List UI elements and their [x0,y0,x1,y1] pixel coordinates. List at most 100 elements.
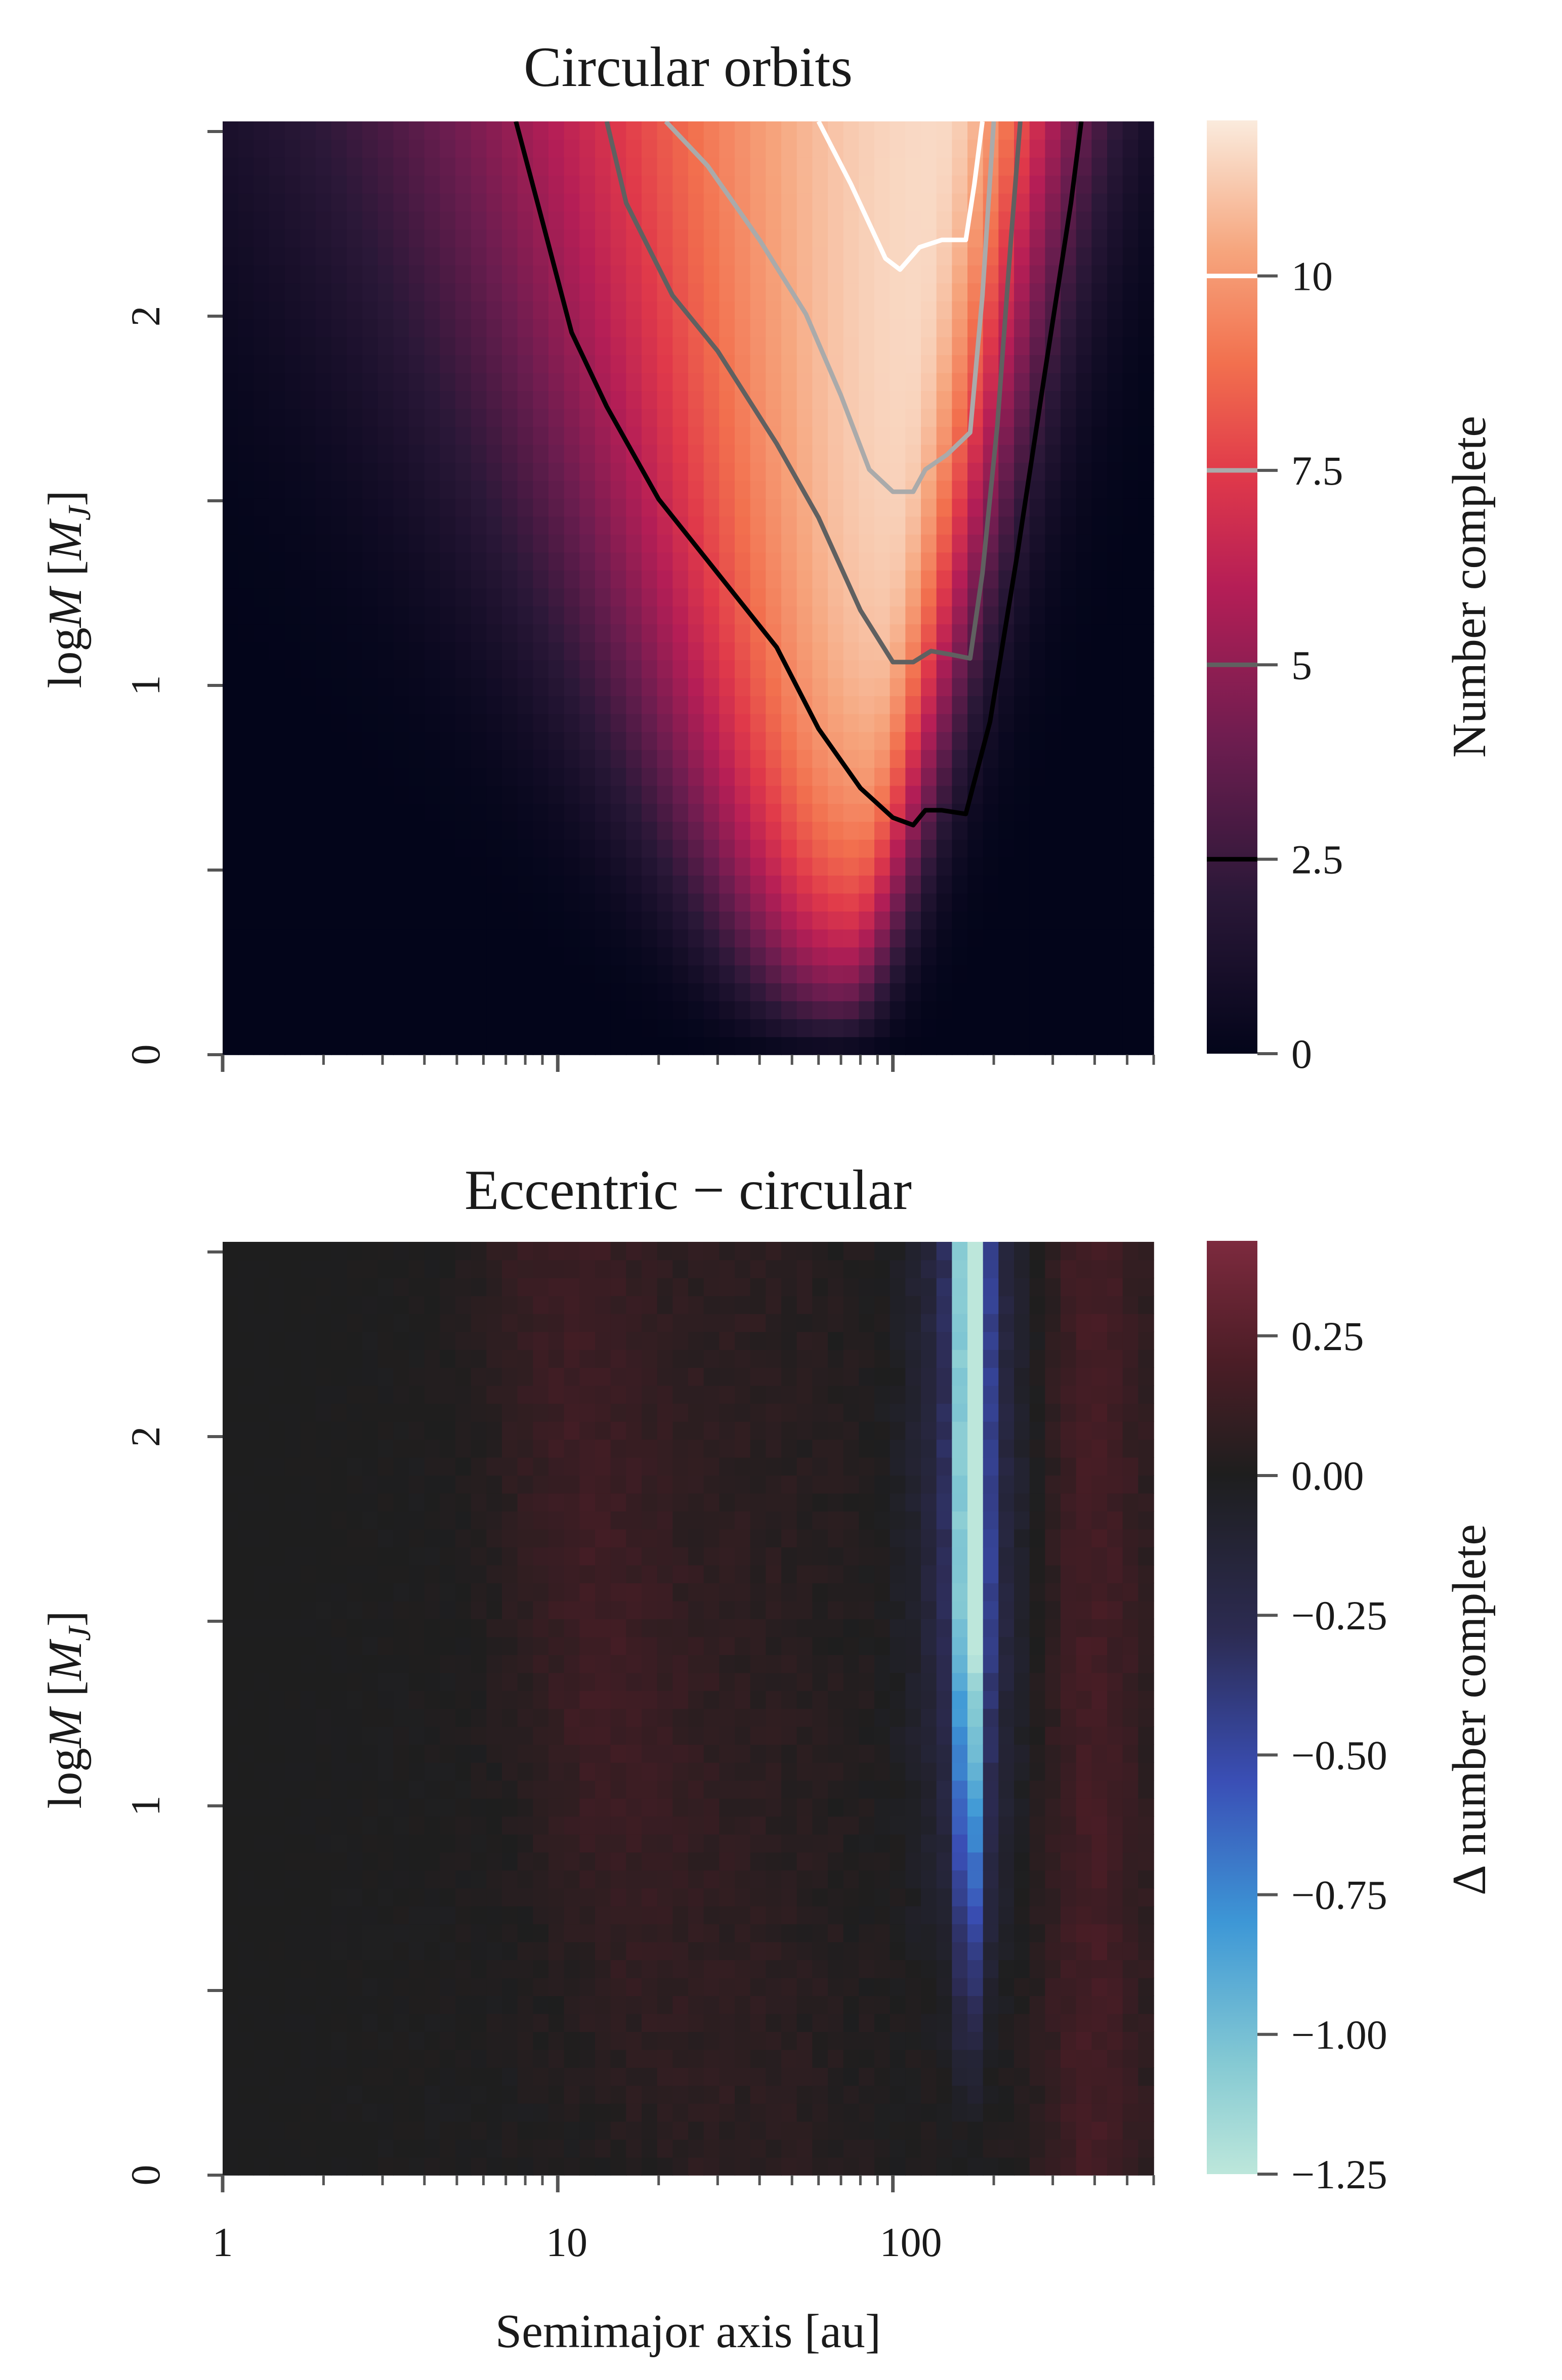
heatmap-cell [548,1906,565,1925]
heatmap-cell [347,1996,363,2014]
heatmap-cell [626,570,642,589]
heatmap-cell [393,696,409,714]
heatmap-cell [642,1619,658,1637]
heatmap-cell [533,1816,549,1835]
heatmap-cell [331,2013,348,2032]
heatmap-cell [859,570,875,589]
heatmap-cell [440,1385,456,1404]
heatmap-cell [223,2013,239,2032]
heatmap-cell [1014,588,1030,607]
heatmap-cell [548,1277,565,1296]
heatmap-cell [672,1475,689,1494]
heatmap-cell [362,624,378,642]
heatmap-cell [626,2157,642,2176]
heatmap-cell [750,677,767,697]
heatmap-cell [859,426,875,445]
heatmap-cell [377,1277,394,1296]
heatmap-cell [672,1242,689,1261]
heatmap-cell [1091,408,1108,427]
heatmap-cell [579,2085,596,2104]
heatmap-cell [486,336,502,356]
heatmap-cell [703,1924,720,1942]
heatmap-cell [610,1834,627,1853]
heatmap-cell [610,211,627,230]
heatmap-cell [1122,983,1139,1002]
heatmap-cell [579,1295,596,1314]
heatmap-cell [1076,803,1092,822]
heatmap-cell [657,893,673,912]
heatmap-cell [703,283,720,301]
heatmap-cell [316,605,332,625]
heatmap-cell [377,785,394,804]
heatmap-cell [471,1565,487,1583]
heatmap-cell [1045,247,1061,266]
heatmap-cell [502,193,518,212]
heatmap-cell [998,767,1015,786]
heatmap-cell [626,1762,642,1781]
heatmap-cell [642,1655,658,1673]
heatmap-cell [347,372,363,392]
heatmap-cell [642,965,658,983]
heatmap-cell [517,1672,534,1691]
heatmap-cell [579,2031,596,2050]
heatmap-cell [533,139,549,158]
heatmap-cell [1107,372,1123,392]
heatmap-cell [859,319,875,337]
heatmap-cell [377,1439,394,1458]
heatmap-cell [657,1493,673,1512]
heatmap-cell [921,516,937,535]
heatmap-cell [347,1583,363,1602]
heatmap-cell [254,1708,270,1727]
heatmap-cell [1045,1019,1061,1037]
heatmap-cell [533,1583,549,1602]
heatmap-cell [843,139,860,158]
heatmap-cell [703,1888,720,1907]
heatmap-cell [967,247,984,266]
heatmap-cell [750,983,767,1002]
heatmap-cell [983,929,999,947]
heatmap-cell [393,1798,409,1817]
heatmap-cell [703,193,720,212]
heatmap-cell [316,1941,332,1961]
heatmap-cell [254,1780,270,1799]
heatmap-cell [688,1655,704,1673]
heatmap-cell [548,336,565,356]
heatmap-cell [533,462,549,481]
heatmap-cell [1138,1001,1154,1019]
heatmap-cell [517,1001,534,1019]
heatmap-cell [1091,139,1108,158]
heatmap-cell [626,677,642,697]
heatmap-cell [471,911,487,930]
heatmap-cell [424,947,441,966]
heatmap-cell [316,1870,332,1889]
heatmap-cell [284,1529,301,1547]
heatmap-cell [331,947,348,966]
heatmap-cell [657,2013,673,2032]
heatmap-cell [750,767,767,786]
heatmap-cell [998,893,1015,912]
heatmap-cell [610,875,627,894]
heatmap-cell [703,2121,720,2140]
heatmap-cell [657,372,673,392]
heatmap-cell [642,355,658,373]
heatmap-cell [517,570,534,589]
heatmap-cell [331,1019,348,1037]
heatmap-cell [393,336,409,356]
heatmap-cell [486,1349,502,1368]
heatmap-cell [409,1493,425,1512]
heatmap-cell [750,1457,767,1476]
heatmap-cell [735,1529,751,1547]
heatmap-cell [967,696,984,714]
heatmap-cell [750,570,767,589]
heatmap-cell [828,767,844,786]
heatmap-cell [409,1511,425,1530]
heatmap-cell [440,1349,456,1368]
heatmap-cell [393,1619,409,1637]
heatmap-cell [874,1019,891,1037]
heatmap-cell [642,2085,658,2104]
heatmap-cell [983,803,999,822]
heatmap-cell [703,1421,720,1440]
heatmap-cell [393,605,409,625]
heatmap-cell [1076,480,1092,499]
heatmap-cell [766,839,782,858]
